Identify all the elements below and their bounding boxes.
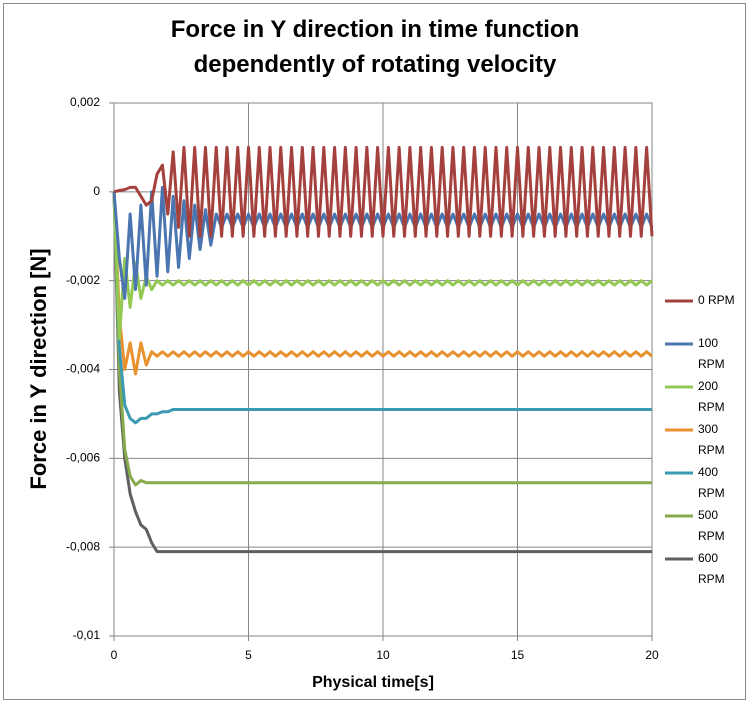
x-axis-label: Physical time[s] [312,674,434,691]
title-box: Force in Y direction in time function de… [170,16,580,78]
legend-label: 0 RPM [698,293,735,307]
legend-label: 300 RPM [698,422,725,457]
legend-label: 600 RPM [698,551,725,586]
y-tick-label: 0,002 [70,95,100,109]
y-tick-label: 0 [93,184,100,198]
y-tick-label: -0,008 [66,539,100,553]
x-tick-label: 15 [511,648,525,662]
x-tick-label: 20 [645,648,659,662]
y-tick-label: -0,006 [66,451,100,465]
series-line [112,191,653,376]
series-line [113,145,654,238]
y-tick-label: -0,002 [66,273,100,287]
legend-label: 500 RPM [698,508,725,543]
legend-label: 200 RPM [698,379,725,414]
x-tick-label: 0 [111,648,118,662]
y-axis-label: Force in Y direction [N] [26,248,51,489]
series-line [112,191,653,340]
x-tick-label: 10 [376,648,390,662]
x-tick-label: 5 [245,648,252,662]
y-tick-label: -0,01 [73,628,101,642]
series-line [112,191,652,487]
chart-title: Force in Y direction in time function de… [170,16,580,78]
series-line [112,191,652,425]
series-line [112,191,652,554]
legend-label: 400 RPM [698,465,725,500]
y-tick-label: -0,004 [66,362,100,376]
legend-label: 100 RPM [698,336,725,371]
